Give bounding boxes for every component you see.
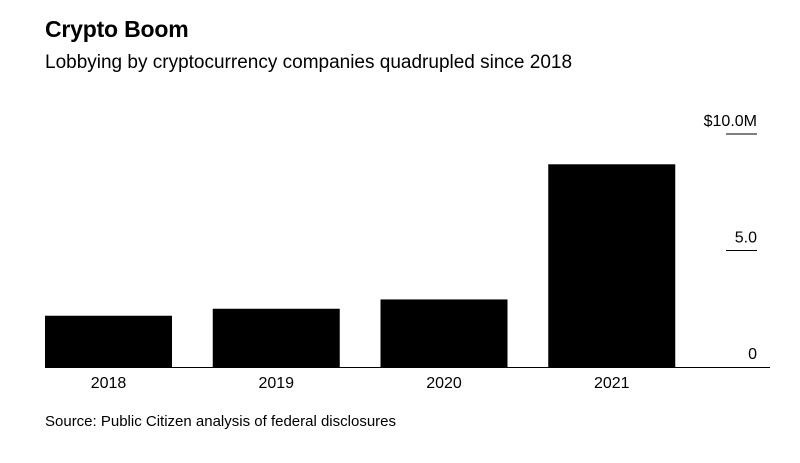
x-tick-label: 2019 bbox=[258, 375, 294, 392]
y-tick-label: 0 bbox=[748, 346, 757, 363]
x-tick-label: 2021 bbox=[594, 375, 630, 392]
x-tick-label: 2020 bbox=[426, 375, 462, 392]
bar-2020 bbox=[380, 299, 508, 367]
bar-2021 bbox=[548, 164, 676, 367]
y-axis: $10.0M 5.0 0 bbox=[704, 113, 757, 363]
chart-title: Crypto Boom bbox=[45, 16, 189, 42]
source-note: Source: Public Citizen analysis of feder… bbox=[45, 413, 396, 430]
x-tick-label: 2018 bbox=[91, 375, 127, 392]
chart-subtitle: Lobbying by cryptocurrency companies qua… bbox=[45, 52, 573, 73]
y-tick-label: $10.0M bbox=[704, 113, 757, 130]
bar-2019 bbox=[212, 308, 340, 367]
x-axis: 2018 2019 2020 2021 bbox=[91, 375, 630, 392]
bar-2018 bbox=[45, 315, 172, 367]
bars-group bbox=[45, 164, 676, 367]
y-tick-label: 5.0 bbox=[735, 230, 757, 247]
